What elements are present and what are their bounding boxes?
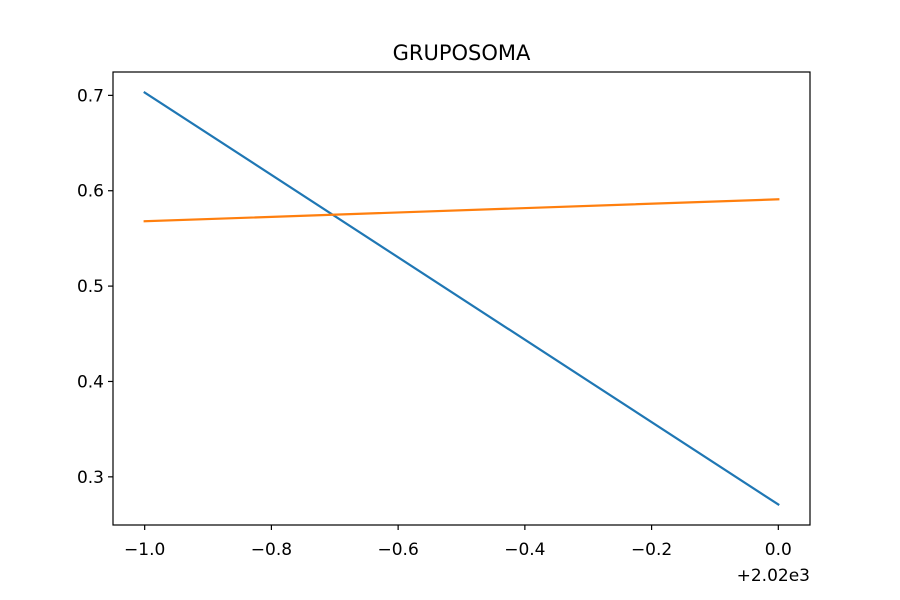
axes-frame xyxy=(112,71,811,526)
y-tick-label: 0.3 xyxy=(77,468,104,488)
y-tick-label: 0.6 xyxy=(77,182,104,202)
chart-title: GRUPOSOMA xyxy=(393,41,531,65)
x-tick-label: −0.2 xyxy=(631,540,672,560)
plot-area xyxy=(143,90,780,507)
series-line-1 xyxy=(143,90,780,507)
y-axis: 0.3 0.4 0.5 0.6 0.7 xyxy=(77,86,113,488)
y-tick-label: 0.7 xyxy=(77,86,104,106)
x-tick-label: −1.0 xyxy=(124,540,165,560)
x-tick-label: −0.6 xyxy=(377,540,418,560)
y-tick-label: 0.5 xyxy=(77,277,104,297)
y-tick-label: 0.4 xyxy=(77,372,104,392)
x-axis-offset-label: +2.02e3 xyxy=(737,566,810,586)
x-tick-label: 0.0 xyxy=(765,540,792,560)
x-axis: −1.0 −0.8 −0.6 −0.4 −0.2 0.0 xyxy=(124,525,792,560)
x-tick-label: −0.8 xyxy=(251,540,292,560)
x-tick-label: −0.4 xyxy=(504,540,545,560)
series-line-2 xyxy=(143,198,780,223)
